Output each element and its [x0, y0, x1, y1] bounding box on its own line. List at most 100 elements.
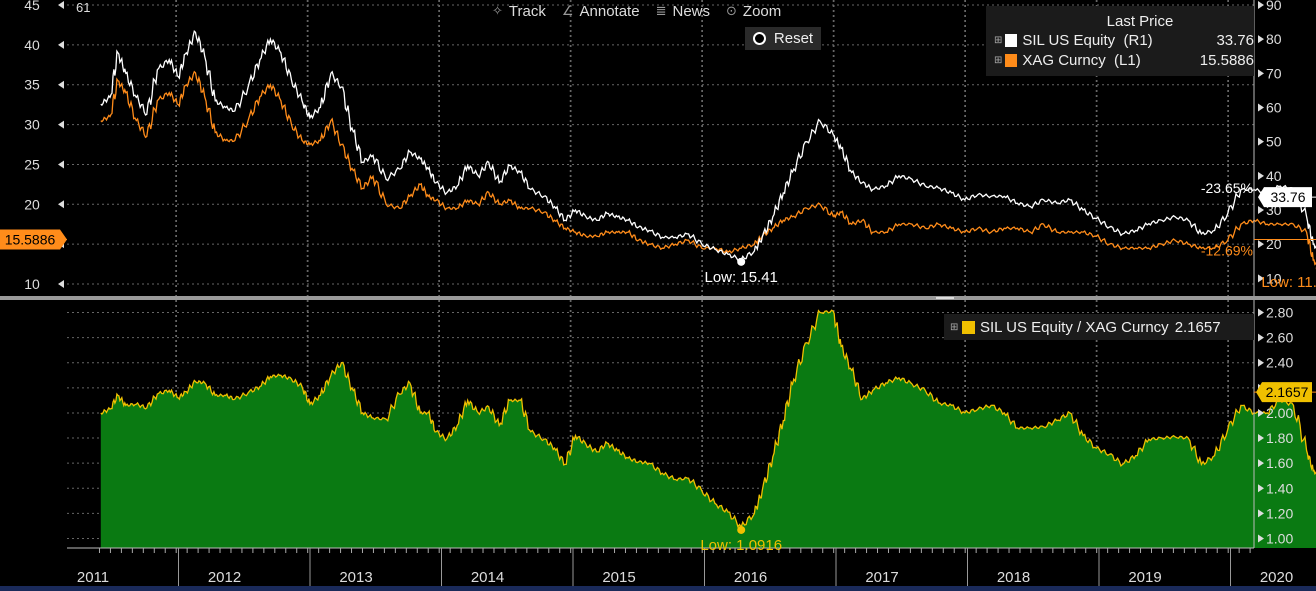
- right-tick-arrow: [1258, 171, 1264, 180]
- bottom-tick-label: 2.60: [1266, 330, 1293, 346]
- x-tick-label: 2020: [1260, 569, 1293, 586]
- right-tick-arrow: [1258, 1, 1264, 9]
- left-tick-arrow: [58, 160, 64, 169]
- legend-item-sil[interactable]: ⊞ SIL US Equity (R1) 33.76: [994, 30, 1254, 50]
- legend-value-ratio: 2.1657: [1174, 318, 1221, 336]
- bottom-tick-arrow: [1258, 509, 1264, 518]
- sil-low-marker: [737, 257, 746, 266]
- ratio-low-marker: [737, 525, 746, 534]
- xag-change-label: -12.69%: [1201, 242, 1253, 258]
- left-tick-arrow: [58, 1, 64, 9]
- right-tick-arrow: [1258, 240, 1264, 249]
- legend-title: Last Price: [1106, 13, 1174, 30]
- pencil-icon: ∠: [561, 3, 574, 18]
- left-tick-label: 40: [24, 37, 40, 53]
- toolbar-news-label: News: [672, 2, 710, 20]
- sil-price-line: [100, 29, 1316, 262]
- legend-value-xag: 15.5886: [1199, 51, 1254, 69]
- right-tick-label: 60: [1266, 100, 1282, 116]
- bottom-tick-arrow: [1258, 408, 1264, 417]
- left-tick-arrow: [58, 80, 64, 89]
- bottom-tick-label: 2.80: [1266, 305, 1293, 321]
- right-tick-label: 40: [1266, 168, 1282, 184]
- chart-toolbar: ✧ Track ∠ Annotate ≣ News ⊙ Zoom: [484, 0, 789, 22]
- x-tick-label: 2014: [471, 569, 504, 586]
- ratio-line: [100, 309, 1316, 529]
- toolbar-track-label: Track: [508, 2, 546, 20]
- legend-name-xag: XAG Curncy (L1): [1022, 51, 1141, 69]
- toolbar-annotate-label: Annotate: [579, 2, 640, 20]
- bottom-tick-arrow: [1258, 459, 1264, 468]
- price-lines: [100, 29, 1316, 266]
- left-tick-label: 25: [24, 156, 40, 172]
- right-tick-arrow: [1258, 274, 1264, 283]
- bottom-tick-arrow: [1258, 534, 1264, 543]
- xag-low-label: Low: 11.9810: [1261, 274, 1316, 291]
- bottom-tick-arrow: [1258, 333, 1264, 342]
- left-tick-label: 45: [24, 0, 40, 13]
- sil-change-label: -23.65%: [1201, 180, 1253, 196]
- crosshair-icon: ✧: [492, 3, 503, 18]
- bottom-tick-arrow: [1258, 484, 1264, 493]
- magnifier-icon: ⊙: [726, 3, 737, 18]
- bottom-strip: [0, 586, 1316, 591]
- toolbar-track-button[interactable]: ✧ Track: [484, 0, 554, 22]
- left-tick-label: 35: [24, 77, 40, 93]
- ratio-area: [100, 309, 1316, 548]
- expand-icon[interactable]: ⊞: [994, 34, 1003, 46]
- bottom-tick-label: 1.00: [1266, 530, 1293, 546]
- legend-swatch-sil: [1005, 33, 1018, 47]
- ratio-legend[interactable]: ⊞ SIL US Equity / XAG Curncy 2.1657: [944, 314, 1254, 340]
- left-tick-label: 20: [24, 196, 40, 212]
- left-tick-arrow: [58, 280, 64, 289]
- x-tick-label: 2017: [865, 569, 898, 586]
- bottom-tick-label: 2.40: [1266, 355, 1293, 371]
- bottom-tick-label: 1.40: [1266, 480, 1293, 496]
- right-tick-label: 10: [1266, 270, 1282, 286]
- x-tick-label: 2016: [734, 569, 767, 586]
- right-tick-label: 70: [1266, 65, 1282, 81]
- panel-resize-handle: [936, 297, 954, 299]
- ratio-area-fill: [100, 310, 1316, 548]
- toolbar-news-button[interactable]: ≣ News: [648, 0, 718, 22]
- left-tick-arrow: [58, 40, 64, 49]
- ratio-value-tag-text: 2.1657: [1266, 384, 1309, 400]
- right-tick-label: 20: [1266, 236, 1282, 252]
- bottom-tick-label: 1.80: [1266, 430, 1293, 446]
- toolbar-zoom-button[interactable]: ⊙ Zoom: [718, 0, 789, 22]
- panel-divider: [0, 296, 1316, 300]
- toolbar-annotate-button[interactable]: ∠ Annotate: [554, 0, 648, 22]
- right-tick-arrow: [1258, 206, 1264, 214]
- price-legend: Last Price ⊞ SIL US Equity (R1) 33.76 ⊞ …: [986, 6, 1254, 76]
- expand-icon[interactable]: ⊞: [994, 54, 1003, 66]
- left-tick-arrow: [58, 200, 64, 209]
- right-tick-label: 50: [1266, 134, 1282, 150]
- annotations: 33.76 15.5886 2.1657 -23.65% -12.69% Low: 15.…: [0, 180, 1316, 554]
- xag-value-tag-text: 15.5886: [5, 231, 56, 247]
- bottom-tick-label: 1.20: [1266, 505, 1293, 521]
- xag-value-tag: [0, 229, 67, 250]
- top-panel-grid: [67, 0, 1254, 296]
- bottom-tick-arrow: [1258, 434, 1264, 443]
- reset-button[interactable]: Reset: [745, 27, 821, 50]
- ratio-low-label: Low: 1.0916: [700, 537, 782, 554]
- sil-value-tag: [1258, 187, 1312, 208]
- x-tick-label: 2012: [208, 569, 241, 586]
- bottom-tick-arrow: [1258, 308, 1264, 317]
- xag-price-line: [100, 70, 1316, 266]
- legend-item-xag[interactable]: ⊞ XAG Curncy (L1) 15.5886: [994, 50, 1254, 70]
- left-tick-arrow: [58, 120, 64, 129]
- left-tick-label: 10: [24, 276, 40, 292]
- sil-value-tag-text: 33.76: [1270, 189, 1305, 205]
- reset-label: Reset: [773, 30, 814, 47]
- expand-icon[interactable]: ⊞: [950, 321, 959, 333]
- reset-icon: [752, 32, 766, 45]
- right-tick-arrow: [1258, 69, 1264, 78]
- legend-name-ratio: SIL US Equity / XAG Curncy: [980, 318, 1169, 336]
- x-tick-label: 2018: [997, 569, 1030, 586]
- x-tick-label: 2011: [77, 569, 109, 586]
- ratio-value-tag: [1256, 382, 1312, 403]
- left-tick-label: 30: [24, 117, 40, 133]
